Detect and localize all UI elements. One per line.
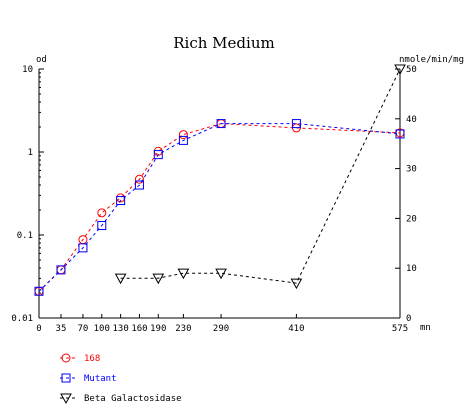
left-tick-label: 0.01	[11, 314, 33, 324]
data-point-triangle	[394, 64, 406, 76]
data-point-triangle	[290, 278, 303, 290]
x-axis-unit: mn	[420, 323, 431, 333]
data-point-circle	[97, 208, 107, 218]
data-point-circle	[61, 353, 71, 363]
x-tick-label: 410	[288, 324, 304, 334]
right-tick-label: 30	[406, 165, 417, 175]
data-point-square	[153, 150, 163, 160]
data-point-square	[97, 221, 107, 231]
series-line	[38, 123, 401, 292]
legend-label: Mutant	[84, 374, 117, 384]
x-tick-label: 0	[36, 324, 41, 334]
right-tick-label: 50	[406, 65, 417, 75]
data-point-circle	[134, 174, 144, 184]
x-tick-label: 130	[112, 324, 128, 334]
data-point-triangle	[114, 273, 127, 285]
data-point-square	[61, 373, 71, 383]
series-line	[38, 123, 401, 292]
data-point-triangle	[215, 268, 227, 280]
legend-label: 168	[84, 354, 100, 364]
data-point-square	[34, 286, 44, 296]
data-point-square	[134, 180, 144, 190]
left-axis-label: od	[36, 55, 47, 65]
right-tick-label: 40	[406, 115, 417, 125]
series-line	[120, 68, 401, 284]
left-tick-label: 10	[22, 65, 33, 75]
x-tick-label: 575	[392, 324, 408, 334]
x-tick-label: 160	[131, 324, 147, 334]
data-point-triangle	[60, 393, 72, 405]
x-tick-label: 100	[94, 324, 110, 334]
left-tick-label: 0.1	[17, 231, 33, 241]
data-point-square	[78, 243, 88, 253]
data-point-square	[291, 119, 301, 129]
x-tick-label: 190	[150, 324, 166, 334]
legend-label: Beta Galactosidase	[84, 394, 182, 404]
right-tick-label: 10	[406, 264, 417, 274]
chart-title: Rich Medium	[173, 34, 274, 52]
data-point-square	[178, 135, 188, 145]
series-layer	[34, 64, 406, 296]
x-tick-label: 70	[78, 324, 89, 334]
left-tick-label: 1	[28, 148, 33, 158]
x-tick-label: 35	[56, 324, 67, 334]
right-tick-label: 0	[406, 314, 411, 324]
data-point-square	[216, 119, 226, 129]
data-point-square	[56, 265, 66, 275]
right-tick-label: 20	[406, 214, 417, 224]
data-point-triangle	[177, 268, 190, 280]
x-tick-label: 290	[213, 324, 229, 334]
x-tick-label: 230	[175, 324, 191, 334]
right-axis-label: nmole/min/mg	[399, 55, 464, 65]
data-point-square	[395, 129, 405, 139]
data-point-circle	[178, 130, 188, 140]
data-point-triangle	[152, 273, 165, 285]
data-point-square	[116, 196, 126, 206]
legend: 168 Mutant Beta Galactosidase	[60, 353, 182, 405]
